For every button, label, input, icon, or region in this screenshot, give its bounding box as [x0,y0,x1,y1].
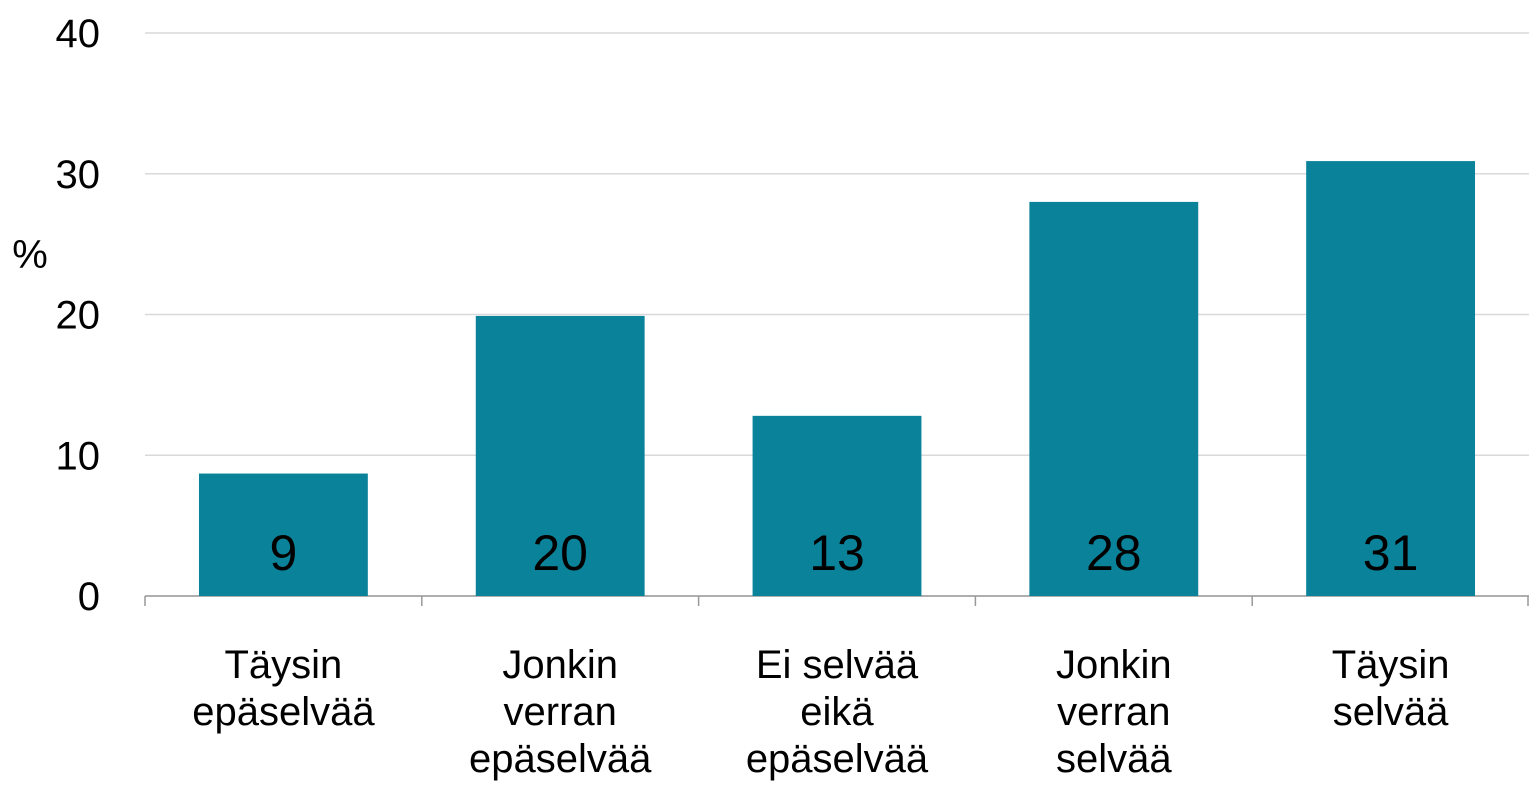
value-label: 9 [269,525,297,581]
bar [198,473,368,596]
x-tick-label-line: epäselvää [469,737,652,781]
value-label: 13 [809,525,865,581]
x-tick-label: Täysin epäselvää [192,643,375,734]
x-tick-label-line: Täysin [1332,643,1450,687]
x-tick-label-line: Täysin [224,643,342,687]
bar [752,415,922,596]
y-tick-label: 40 [56,12,101,56]
x-tick-label-line: eikä [800,690,874,734]
y-tick-label: 0 [78,575,100,619]
x-tick-label-line: selvää [1056,737,1172,781]
y-tick-label: 20 [56,294,101,338]
bar [1029,201,1199,596]
x-tick-label-line: Jonkin [1056,643,1172,687]
bar [475,315,645,596]
bar [1306,161,1476,596]
x-tick-label: Täysin selvää [1332,643,1450,734]
y-tick-label: 30 [56,153,101,197]
x-tick-label-line: Ei selvää [756,643,919,687]
x-tick-label: Ei selvää eikä epäselvää [746,643,929,781]
x-tick-label: Jonkin verran selvää [1056,643,1172,781]
y-axis-label: % [12,233,48,277]
x-tick-label-line: Jonkin [502,643,618,687]
x-tick-label-line: selvää [1333,690,1449,734]
x-tick-label-line: verran [1057,690,1170,734]
x-tick-label-line: verran [504,690,617,734]
value-label: 20 [532,525,588,581]
x-tick-label: Jonkin verran epäselvää [469,643,652,781]
x-tick-label-line: epäselvää [192,690,375,734]
value-label: 31 [1363,525,1419,581]
x-tick-label-line: epäselvää [746,737,929,781]
value-label: 28 [1086,525,1142,581]
y-tick-label: 10 [56,434,101,478]
